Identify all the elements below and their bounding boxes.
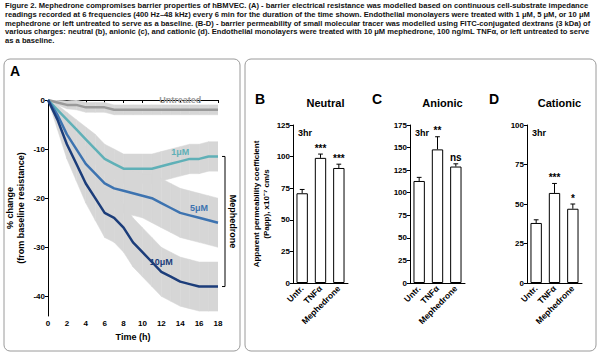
svg-text:***: *** (549, 172, 561, 183)
svg-text:Mephedrone: Mephedrone (228, 195, 238, 249)
svg-text:5μM: 5μM (190, 203, 208, 213)
svg-text:ns: ns (450, 152, 462, 163)
svg-text:Untreated: Untreated (159, 95, 201, 105)
svg-text:75: 75 (281, 184, 290, 193)
svg-text:D: D (489, 91, 499, 107)
svg-text:10: 10 (138, 319, 147, 328)
svg-text:Time (h): Time (h) (116, 332, 151, 342)
svg-text:-30: -30 (33, 243, 45, 252)
svg-text:***: *** (333, 153, 345, 164)
svg-text:0: 0 (286, 279, 291, 288)
svg-text:150: 150 (394, 143, 408, 152)
svg-text:TNFα: TNFα (535, 283, 558, 306)
svg-text:Mephedrone: Mephedrone (300, 283, 343, 326)
svg-text:10μM: 10μM (150, 257, 173, 267)
svg-text:Untr.: Untr. (519, 283, 540, 305)
svg-text:100: 100 (277, 152, 291, 161)
svg-text:16: 16 (195, 319, 204, 328)
svg-text:-40: -40 (33, 292, 45, 301)
svg-text:50: 50 (281, 215, 290, 224)
svg-text:0: 0 (403, 279, 408, 288)
svg-text:**: ** (434, 125, 442, 136)
svg-text:12: 12 (157, 319, 166, 328)
svg-text:1μM: 1μM (171, 147, 189, 157)
svg-text:3hr: 3hr (532, 128, 547, 138)
svg-text:***: *** (315, 143, 327, 154)
svg-text:50: 50 (398, 233, 407, 242)
svg-text:14: 14 (176, 319, 185, 328)
svg-text:0: 0 (41, 96, 46, 105)
svg-text:(from baseline resistance): (from baseline resistance) (16, 152, 26, 264)
svg-text:75: 75 (398, 211, 407, 220)
svg-text:Untr.: Untr. (402, 283, 423, 305)
svg-text:A: A (10, 63, 20, 79)
svg-text:(Papp), x10⁻⁷ cm/s: (Papp), x10⁻⁷ cm/s (262, 169, 271, 239)
svg-text:-10: -10 (33, 145, 45, 154)
svg-text:125: 125 (394, 166, 408, 175)
svg-text:25: 25 (398, 256, 407, 265)
svg-text:Untr.: Untr. (285, 283, 306, 305)
svg-text:4: 4 (84, 319, 89, 328)
svg-text:Cationic: Cationic (538, 97, 581, 109)
svg-text:Neutral: Neutral (307, 97, 345, 109)
svg-text:Apparent permeability coeffici: Apparent permeability coefficient (252, 140, 261, 267)
svg-text:3hr: 3hr (298, 128, 313, 138)
svg-text:8: 8 (121, 319, 126, 328)
svg-text:125: 125 (277, 121, 291, 130)
svg-text:175: 175 (394, 121, 408, 130)
svg-text:100: 100 (511, 121, 525, 130)
svg-text:Anionic: Anionic (422, 97, 462, 109)
svg-text:50: 50 (515, 200, 524, 209)
svg-text:6: 6 (102, 319, 107, 328)
svg-text:Mephedrone: Mephedrone (417, 283, 460, 326)
svg-text:*: * (571, 193, 575, 204)
svg-text:3hr: 3hr (415, 128, 430, 138)
svg-text:2: 2 (65, 319, 70, 328)
svg-text:B: B (255, 91, 265, 107)
svg-text:% change: % change (5, 187, 15, 229)
svg-text:Mephedrone: Mephedrone (534, 283, 577, 326)
svg-text:18: 18 (214, 319, 223, 328)
svg-text:0: 0 (46, 319, 51, 328)
svg-text:-20: -20 (33, 194, 45, 203)
svg-text:C: C (372, 91, 382, 107)
svg-text:100: 100 (394, 188, 408, 197)
svg-text:25: 25 (515, 239, 524, 248)
svg-text:TNFα: TNFα (301, 283, 324, 306)
svg-text:25: 25 (281, 247, 290, 256)
svg-text:TNFα: TNFα (418, 283, 441, 306)
svg-text:0: 0 (520, 279, 525, 288)
svg-text:75: 75 (515, 160, 524, 169)
html-text:Figure 2. Mephedrone compromis: Figure 2. Mephedrone compromises barrier… (5, 1, 591, 46)
